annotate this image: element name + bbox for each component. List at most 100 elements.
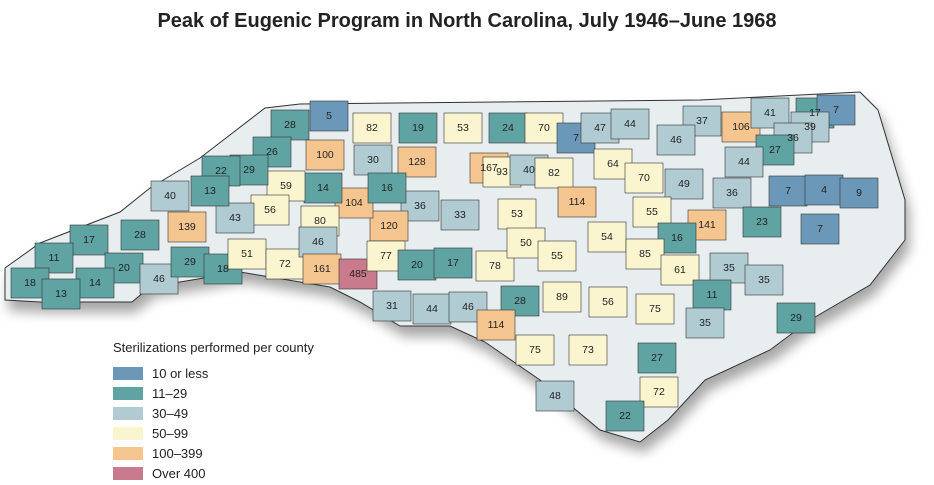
county-shape <box>625 238 665 270</box>
county-value-label: 14 <box>317 182 329 194</box>
county-value-label: 18 <box>24 277 36 289</box>
county-value-label: 56 <box>264 204 276 216</box>
county-value-label: 28 <box>284 119 296 131</box>
county-shape <box>657 222 697 254</box>
county-value-label: 104 <box>345 197 363 209</box>
county-value-label: 44 <box>738 156 750 168</box>
county-value-label: 46 <box>462 301 474 313</box>
county-value-label: 40 <box>523 164 535 176</box>
county-value-label: 41 <box>764 107 776 119</box>
legend-item: 50–99 <box>113 423 314 443</box>
county-shape <box>367 172 407 204</box>
county-shape <box>515 334 555 366</box>
county-value-label: 85 <box>639 248 651 260</box>
county-value-label: 16 <box>381 182 393 194</box>
county-shape <box>227 238 267 270</box>
county-value-label: 16 <box>671 232 683 244</box>
county-value-label: 43 <box>229 212 241 224</box>
county-value-label: 53 <box>457 122 469 134</box>
county-value-label: 485 <box>349 268 367 280</box>
county-shape <box>488 112 528 144</box>
county-shape <box>637 342 677 374</box>
county-value-label: 59 <box>280 180 292 192</box>
county-value-label: 11 <box>707 289 718 301</box>
county-value-label: 93 <box>496 166 508 178</box>
county-value-label: 64 <box>607 158 619 170</box>
county-value-label: 7 <box>817 223 823 235</box>
county-shape <box>443 112 483 144</box>
county-value-label: 27 <box>769 144 781 156</box>
county-value-label: 78 <box>489 260 501 272</box>
county-value-label: 20 <box>118 262 130 274</box>
legend-title: Sterilizations performed per county <box>113 340 314 355</box>
county-shape <box>369 210 409 242</box>
county-value-label: 114 <box>488 319 505 331</box>
county-shape <box>656 124 696 156</box>
county-value-label: 31 <box>386 300 398 312</box>
county-shape <box>639 376 679 408</box>
county-value-label: 120 <box>380 220 398 232</box>
county-value-label: 53 <box>511 208 523 220</box>
county-value-label: 26 <box>266 146 278 158</box>
county-shape <box>215 202 255 234</box>
county-value-label: 7 <box>785 185 791 197</box>
county-value-label: 106 <box>732 121 750 133</box>
county-value-label: 7 <box>573 132 579 144</box>
legend-item: 10 or less <box>113 363 314 383</box>
county-shape <box>120 219 160 251</box>
county-value-label: 13 <box>55 288 67 300</box>
map-title: Peak of Eugenic Program in North Carolin… <box>157 10 777 32</box>
county-value-label: 49 <box>678 178 690 190</box>
county-value-label: 139 <box>178 221 196 233</box>
county-shape <box>712 177 752 209</box>
county-value-label: 55 <box>551 250 563 262</box>
county-shape <box>372 290 412 322</box>
county-shape <box>557 186 597 218</box>
county-value-label: 37 <box>696 115 708 127</box>
county-shape <box>776 302 816 334</box>
county-shape <box>709 252 749 284</box>
county-shape <box>398 112 438 144</box>
legend-item: Over 400 <box>113 463 314 483</box>
county-shape <box>839 177 879 209</box>
county-shape <box>742 206 782 238</box>
county-shape <box>624 162 664 194</box>
county-value-label: 75 <box>529 344 541 356</box>
county-shape <box>692 279 732 311</box>
county-value-label: 9 <box>856 187 862 199</box>
county-value-label: 56 <box>602 296 614 308</box>
county-shape <box>537 240 577 272</box>
county-shape <box>804 174 844 206</box>
legend-swatch <box>113 366 143 380</box>
county-value-label: 28 <box>134 229 146 241</box>
county-value-label: 29 <box>790 312 802 324</box>
county-shape <box>542 281 582 313</box>
county-value-label: 100 <box>316 149 334 161</box>
legend-label: 100–399 <box>152 445 203 461</box>
county-value-label: 33 <box>454 209 466 221</box>
county-shape <box>800 213 840 245</box>
county-shape <box>352 112 392 144</box>
county-value-label: 128 <box>408 156 426 168</box>
county-value-label: 30 <box>367 154 379 166</box>
county-value-label: 55 <box>646 206 658 218</box>
legend-item: 30–49 <box>113 403 314 423</box>
county-value-label: 18 <box>217 263 229 275</box>
county-value-label: 44 <box>426 303 438 315</box>
county-value-label: 11 <box>49 252 60 264</box>
county-value-label: 29 <box>184 256 196 268</box>
county-value-label: 80 <box>314 215 326 227</box>
county-value-label: 75 <box>649 303 661 315</box>
county-value-label: 73 <box>582 344 594 356</box>
county-value-label: 28 <box>514 295 526 307</box>
county-value-label: 46 <box>670 134 682 146</box>
county-shape <box>476 309 516 341</box>
county-value-label: 17 <box>809 107 821 119</box>
county-shape <box>302 253 342 285</box>
county-shape <box>568 334 608 366</box>
county-value-label: 47 <box>594 122 606 134</box>
legend-label: 10 or less <box>152 365 209 381</box>
legend-swatch <box>113 406 143 420</box>
county-value-label: 46 <box>153 273 165 285</box>
county-shape <box>588 286 628 318</box>
